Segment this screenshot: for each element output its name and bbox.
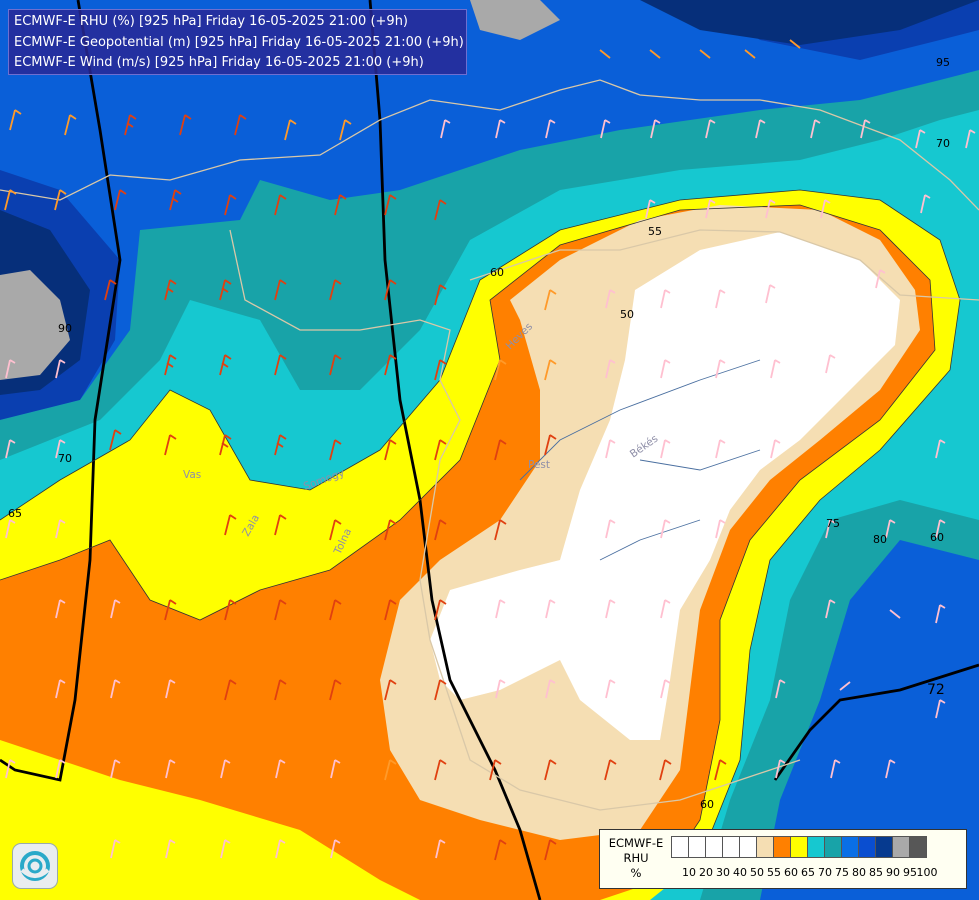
legend-tick-label: 10	[682, 866, 696, 879]
legend-swatch-100	[909, 836, 927, 858]
legend-title: ECMWF-E RHU %	[604, 836, 668, 881]
legend-swatch-20	[688, 836, 706, 858]
legend-swatch-50	[739, 836, 757, 858]
region-label-vas: Vas	[183, 469, 201, 481]
contour-label-65-west: 65	[8, 507, 22, 520]
ecmwf-logo-icon	[12, 843, 58, 889]
legend-tick-label: 75	[835, 866, 849, 879]
legend-title-variable: RHU	[623, 851, 649, 865]
geopotential-label-72: 72	[927, 682, 945, 698]
legend-swatch-55	[756, 836, 774, 858]
rh-region-90-north	[460, 0, 979, 45]
legend-swatch-10	[671, 836, 689, 858]
legend-tick-label: 70	[818, 866, 832, 879]
country-border-lines	[0, 79, 979, 811]
contour-label-90: 90	[58, 322, 72, 335]
geopotential-contour-central	[368, 0, 542, 900]
contour-label-60-north: 60	[490, 266, 504, 279]
river-lines	[519, 359, 761, 561]
wind-barbs	[4, 39, 976, 861]
legend-swatch-75	[824, 836, 842, 858]
contour-label-80: 80	[873, 533, 887, 546]
legend-tick-label: 80	[852, 866, 866, 879]
header-geopotential-line: ECMWF-E Geopotential (m) [925 hPa] Frida…	[14, 34, 464, 50]
contour-label-95: 95	[936, 56, 950, 69]
legend-swatch-85	[858, 836, 876, 858]
legend-title-model: ECMWF-E	[608, 836, 664, 850]
contour-label-55: 55	[648, 225, 662, 238]
legend-title-unit: %	[630, 866, 642, 880]
contour-label-75: 75	[826, 517, 840, 530]
legend-tick-label: 55	[767, 866, 781, 879]
legend-tick-label: 60	[784, 866, 798, 879]
contour-label-70-west: 70	[58, 452, 72, 465]
legend-color-scale	[671, 836, 927, 858]
legend-tick-label: 30	[716, 866, 730, 879]
rh-contour-lines	[0, 189, 961, 881]
legend-swatch-40	[722, 836, 740, 858]
legend-tick-label: 50	[750, 866, 764, 879]
contour-label-70-north: 70	[936, 137, 950, 150]
header-wind-line: ECMWF-E Wind (m/s) [925 hPa] Friday 16-0…	[14, 55, 424, 70]
rh-grey-north	[470, 0, 560, 40]
geopotential-contour-east	[773, 663, 979, 781]
legend-tick-label: 95	[903, 866, 917, 879]
legend-swatch-80	[841, 836, 859, 858]
legend-swatch-90	[875, 836, 893, 858]
legend-tick-label: 65	[801, 866, 815, 879]
region-label-pest: Pest	[528, 459, 550, 471]
contour-label-50: 50	[620, 308, 634, 321]
header-rhu-line: ECMWF-E RHU (%) [925 hPa] Friday 16-05-2…	[14, 14, 408, 29]
rhu-legend: ECMWF-E RHU % 10 20 30 40 50 55 60 65 70 75 80 85 90…	[599, 829, 967, 889]
legend-tick-label: 85	[869, 866, 883, 879]
legend-tick-label: 90	[886, 866, 900, 879]
legend-swatch-30	[705, 836, 723, 858]
legend-swatch-95	[892, 836, 910, 858]
contour-label-60-east: 60	[930, 531, 944, 544]
legend-tick-label: 40	[733, 866, 747, 879]
rh-grey-west	[0, 270, 70, 380]
legend-swatch-65	[790, 836, 808, 858]
legend-swatch-70	[807, 836, 825, 858]
map-header: ECMWF-E RHU (%) [925 hPa] Friday 16-05-2…	[8, 9, 467, 75]
legend-tick-label: 100	[916, 866, 938, 879]
geopotential-contour-west	[0, 0, 122, 782]
legend-swatch-60	[773, 836, 791, 858]
contour-label-60-south: 60	[700, 798, 714, 811]
legend-tick-label: 20	[699, 866, 713, 879]
